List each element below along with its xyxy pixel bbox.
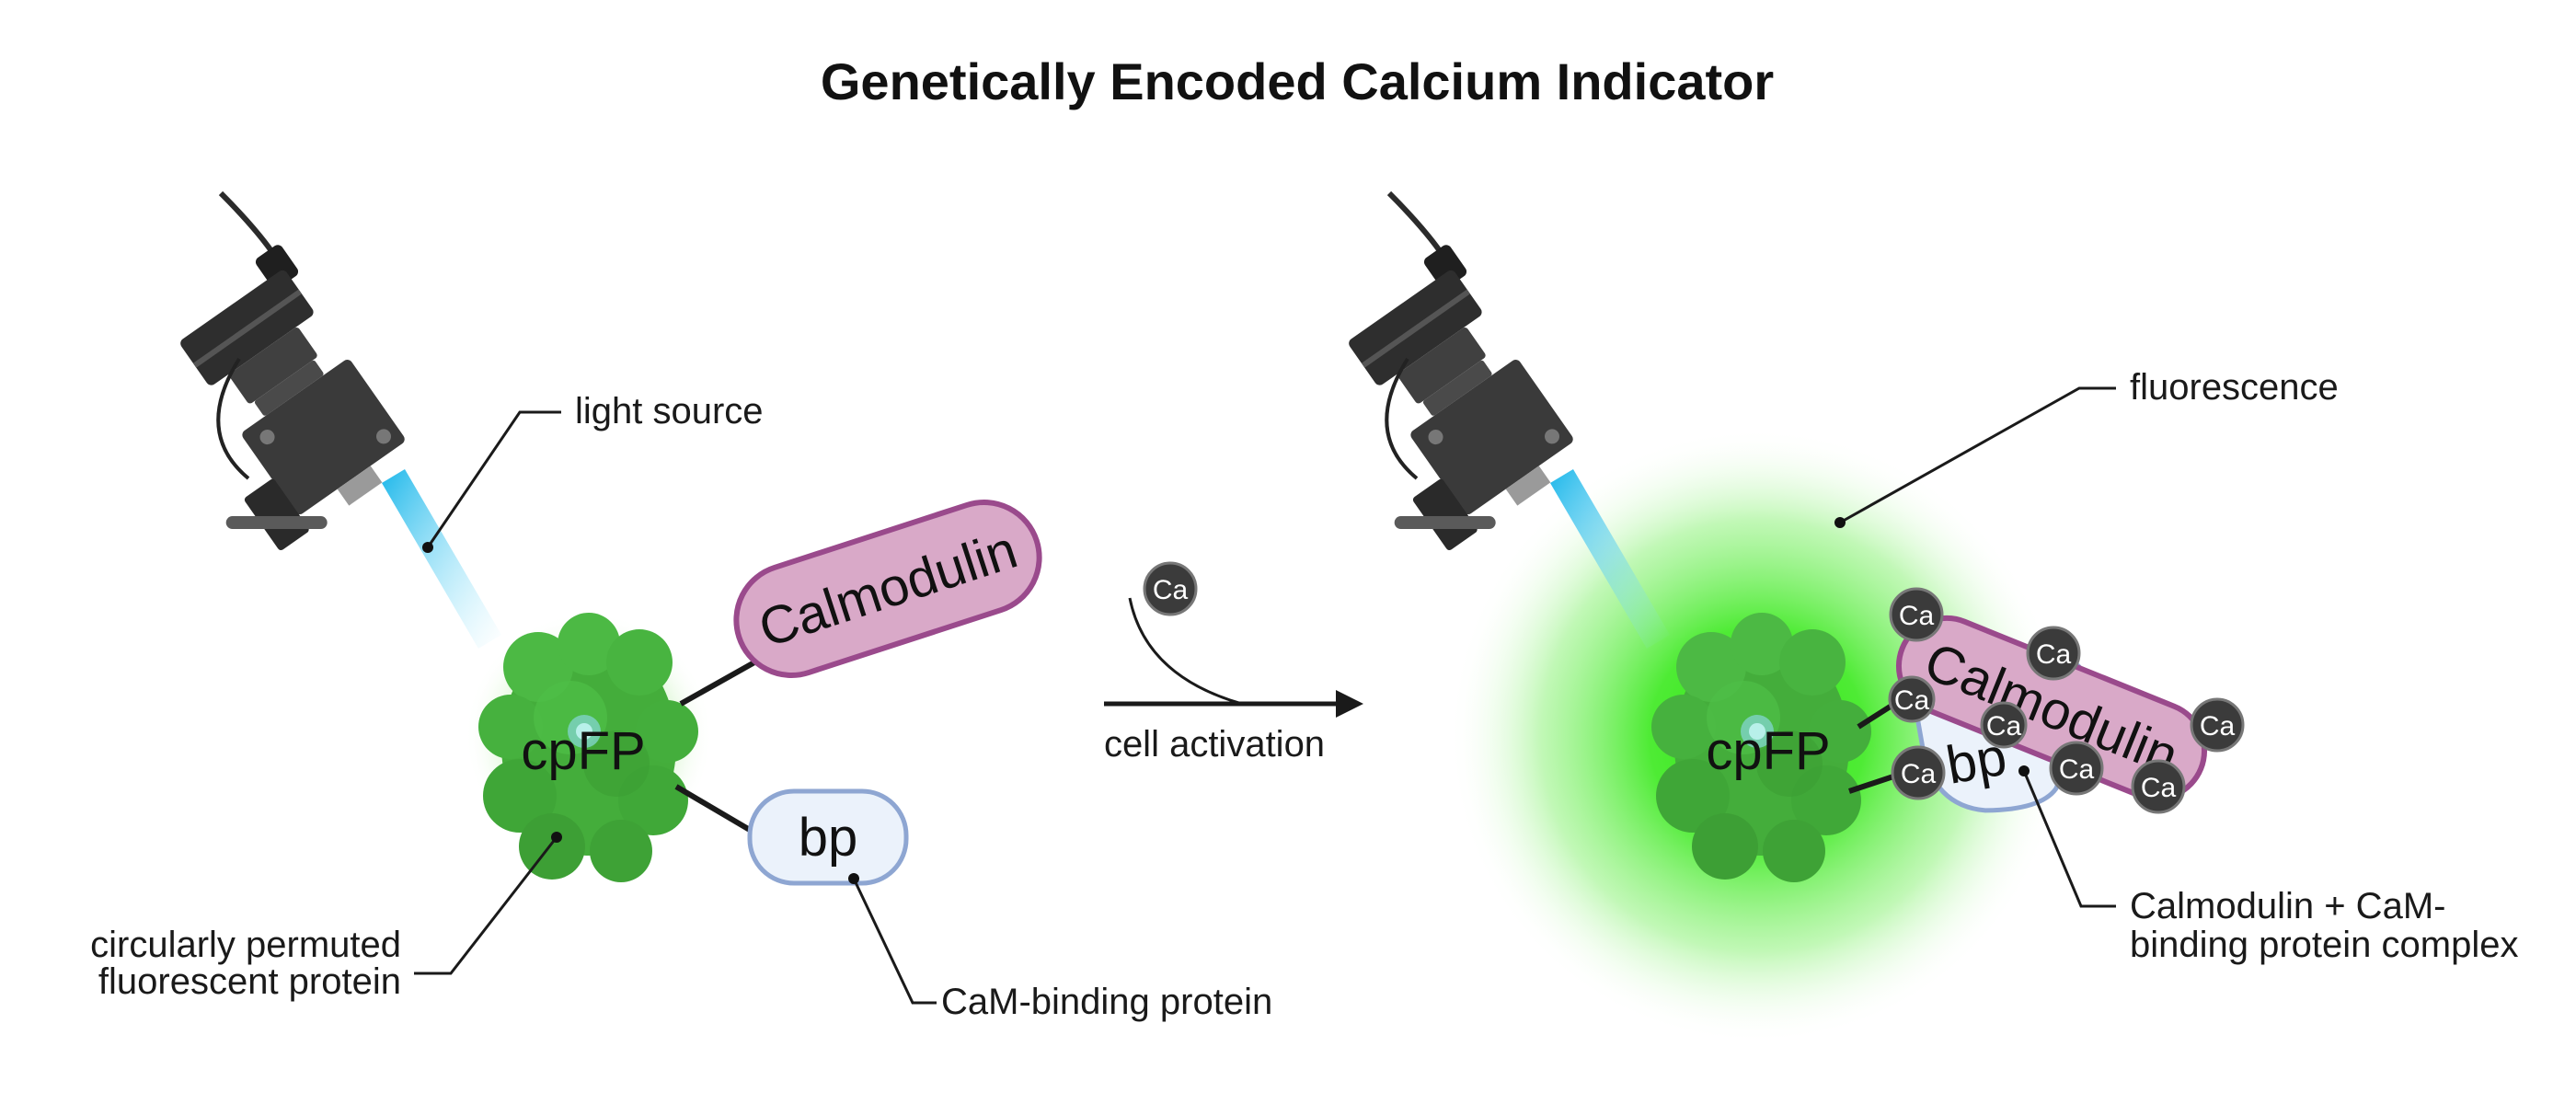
cpfp-label-line1: circularly permuted [90,925,401,965]
calcium-ion-icon-1: Ca [1889,587,1944,642]
complex-label-line1: Calmodulin + CaM- [2130,886,2445,926]
transition: Ca cell activation [1104,561,1363,765]
bp-text: bp [799,808,858,868]
right-panel: cpFP bp Calmodulin Ca Ca Ca Ca [1291,193,2518,1044]
fluorescence-leader [1839,386,2116,524]
calcium-ion-icon [1143,561,1198,616]
bp-leader [852,878,937,1005]
calcium-ion-icon-5: Ca [1891,745,1946,800]
transition-label: cell activation [1104,724,1325,765]
transition-ion-text: Ca [1153,575,1189,605]
calcium-ion-icon-6: Ca [2049,741,2104,796]
complex-label-line2: binding protein complex [2130,925,2518,965]
calcium-ion-icon-4: Ca [1980,701,2028,749]
cpfp-leader [414,836,558,975]
camera-icon [122,193,422,577]
bp-label: CaM-binding protein [941,982,1272,1022]
calcium-ion-icon-2: Ca [2026,626,2081,681]
left-panel: cpFP Calmodulin bp light source circular… [90,193,1272,1022]
cpfp-label-line2: fluorescent protein [98,961,401,1002]
svg-text:Ca: Ca [1899,601,1935,631]
cpfp-text: cpFP [521,721,645,781]
calmodulin-tether [679,660,756,707]
calcium-ion-icon-8: Ca [2190,697,2245,753]
light-source-label: light source [575,391,764,431]
light-beam [382,469,501,649]
svg-text:Ca: Ca [1901,759,1937,789]
complex-leader [2022,770,2116,908]
light-source-leader [426,410,561,548]
bp-tether [674,784,756,835]
cpfp-text-right: cpFP [1706,721,1830,781]
calcium-ion-icon-3: Ca [1888,675,1936,723]
svg-text:Ca: Ca [2141,773,2177,803]
svg-text:Ca: Ca [2059,754,2095,785]
fluorescence-label: fluorescence [2130,367,2339,408]
svg-text:Ca: Ca [1986,711,2022,742]
svg-text:Ca: Ca [1894,685,1930,716]
calcium-ion-icon-7: Ca [2131,759,2186,814]
svg-text:Ca: Ca [2036,639,2072,670]
svg-text:Ca: Ca [2200,711,2236,742]
ion-entry-curve [1128,597,1243,706]
diagram-title: Genetically Encoded Calcium Indicator [821,52,1774,110]
bp-pill: bp [747,788,909,886]
calmodulin-pill: Calmodulin [733,500,1042,678]
light-beam-right [1550,469,1670,649]
